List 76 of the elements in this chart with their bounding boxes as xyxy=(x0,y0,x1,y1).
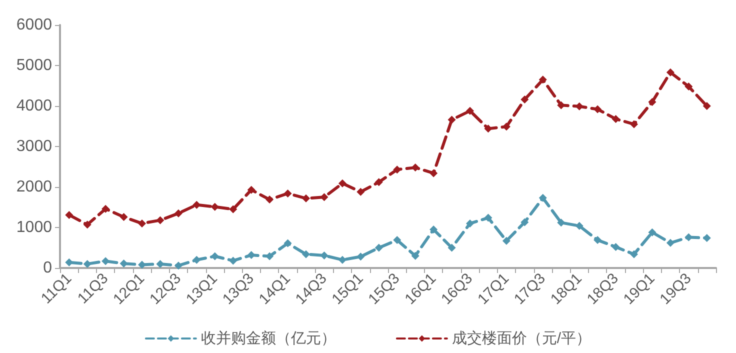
point xyxy=(138,219,146,228)
point xyxy=(156,216,164,224)
y-tick-label: 6000 xyxy=(16,16,52,34)
point xyxy=(192,256,201,264)
legend-label: 收并购金额（亿元） xyxy=(200,330,336,347)
point xyxy=(393,236,402,244)
point xyxy=(374,244,383,252)
point xyxy=(520,96,529,104)
point xyxy=(302,194,310,202)
point xyxy=(266,252,274,260)
point xyxy=(284,239,292,248)
point xyxy=(612,114,620,123)
point xyxy=(666,238,674,247)
point xyxy=(266,196,274,204)
point xyxy=(520,218,529,226)
point xyxy=(466,219,474,228)
point xyxy=(138,260,146,269)
y-tick-label: 2000 xyxy=(16,178,52,196)
point xyxy=(83,260,92,268)
point xyxy=(338,179,346,188)
point xyxy=(448,244,456,252)
point xyxy=(612,242,620,251)
y-tick-label: 0 xyxy=(43,260,52,276)
point xyxy=(430,169,438,178)
legend-label: 成交楼面价（元/平） xyxy=(452,330,592,347)
point xyxy=(302,250,310,258)
point xyxy=(65,258,74,266)
point xyxy=(229,256,238,265)
point xyxy=(484,214,492,222)
point xyxy=(630,120,638,128)
point xyxy=(247,186,256,194)
point xyxy=(210,252,219,260)
point xyxy=(338,256,346,264)
point xyxy=(557,218,566,227)
y-tick-label: 1000 xyxy=(16,219,52,236)
point xyxy=(430,226,438,234)
point xyxy=(284,189,292,198)
point xyxy=(594,236,602,244)
point xyxy=(411,164,420,172)
point xyxy=(174,209,182,218)
point xyxy=(484,124,492,133)
point xyxy=(594,105,602,114)
point xyxy=(702,102,711,110)
point xyxy=(411,252,420,260)
point xyxy=(374,178,383,186)
point xyxy=(192,200,201,209)
point xyxy=(648,228,656,236)
point xyxy=(648,98,656,106)
point xyxy=(466,106,474,115)
point xyxy=(174,262,182,270)
point xyxy=(393,166,402,174)
point xyxy=(538,76,547,84)
point xyxy=(156,260,164,268)
point xyxy=(356,252,365,261)
point xyxy=(210,202,219,211)
point xyxy=(65,210,74,219)
point xyxy=(684,82,693,91)
point xyxy=(102,204,110,213)
point xyxy=(229,205,238,214)
point xyxy=(320,251,328,260)
point xyxy=(702,234,711,242)
point xyxy=(120,212,128,221)
point xyxy=(538,194,547,202)
point xyxy=(630,250,638,258)
point xyxy=(356,188,365,196)
y-tick-label: 3000 xyxy=(16,138,52,155)
point xyxy=(120,260,128,268)
point xyxy=(83,220,92,229)
point xyxy=(666,68,674,76)
point xyxy=(448,116,456,124)
point xyxy=(320,193,328,202)
point xyxy=(247,251,256,260)
y-tick-label: 5000 xyxy=(16,57,52,74)
y-tick-label: 4000 xyxy=(16,98,52,114)
point xyxy=(575,222,584,230)
point xyxy=(502,236,510,245)
